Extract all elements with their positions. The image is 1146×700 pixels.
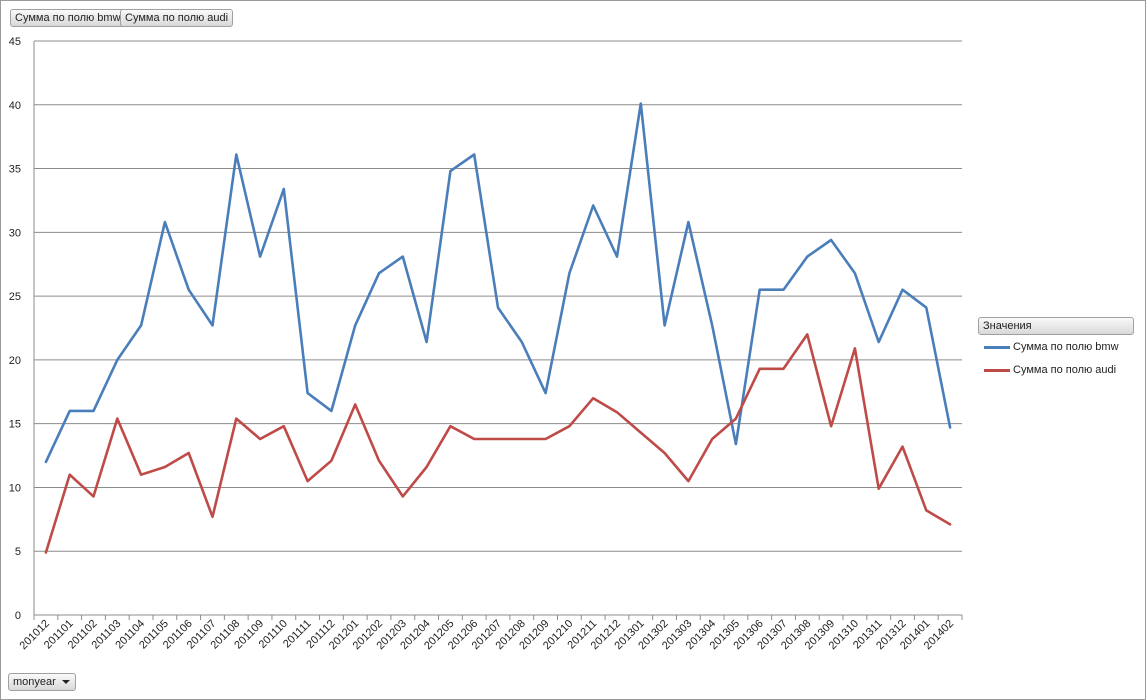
y-tick-label: 0 xyxy=(15,610,21,622)
series-line-bmw xyxy=(44,102,952,464)
y-tick-label: 10 xyxy=(9,482,21,494)
series-line-audi xyxy=(44,333,952,554)
y-tick-label: 5 xyxy=(15,546,21,558)
y-tick-label: 20 xyxy=(9,355,21,367)
y-tick-label: 45 xyxy=(9,36,21,48)
legend-swatch-audi xyxy=(984,368,1010,372)
legend-item-audi: Сумма по полю audi xyxy=(984,363,1116,377)
y-tick-label: 35 xyxy=(9,164,21,176)
y-tick-label: 30 xyxy=(9,227,21,239)
legend-label-audi: Сумма по полю audi xyxy=(1013,364,1117,376)
axis-field-label: monyear xyxy=(13,676,56,688)
axis-field-button-monyear[interactable]: monyear xyxy=(8,673,76,691)
dropdown-arrow-icon xyxy=(62,680,70,684)
y-tick-label: 25 xyxy=(9,291,21,303)
filter-button-bmw[interactable]: Сумма по полю bmw xyxy=(10,9,126,27)
y-tick-label: 15 xyxy=(9,419,21,431)
legend-label-bmw: Сумма по полю bmw xyxy=(1013,341,1119,353)
legend-swatch-bmw xyxy=(984,345,1010,349)
filter-button-audi[interactable]: Сумма по полю audi xyxy=(120,9,234,27)
legend-title[interactable]: Значения xyxy=(978,317,1134,335)
legend-item-bmw: Сумма по полю bmw xyxy=(984,340,1119,354)
y-tick-label: 40 xyxy=(9,100,21,112)
